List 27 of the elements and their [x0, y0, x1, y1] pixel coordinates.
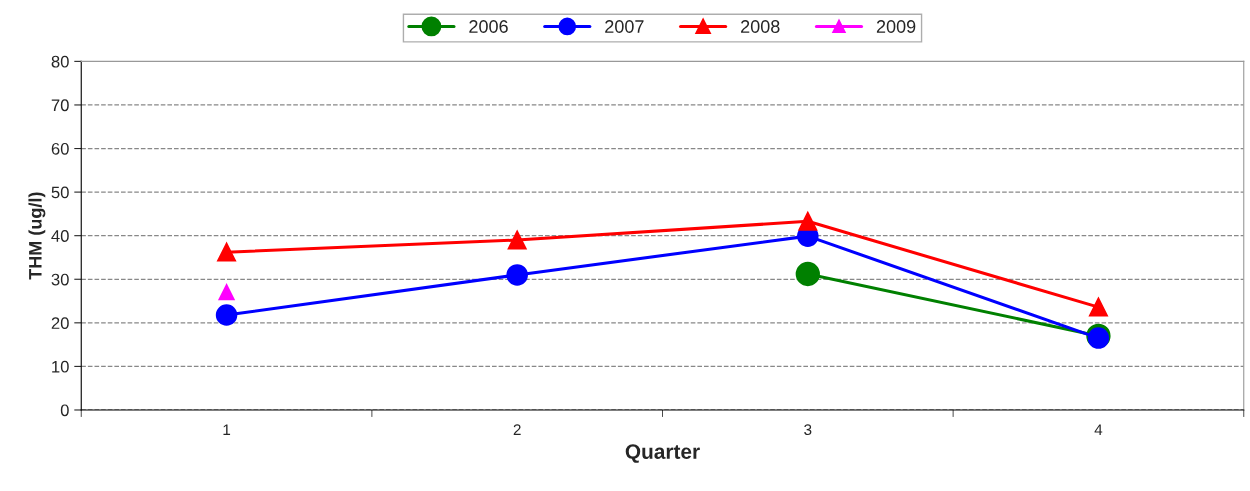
point — [798, 211, 818, 231]
y-tick-label: 20 — [51, 317, 69, 330]
legend-label: 2008 — [741, 20, 780, 33]
point — [217, 242, 236, 262]
x-tick-label: 3 — [804, 424, 812, 436]
y-tick-label: 80 — [51, 55, 69, 68]
point — [1089, 297, 1108, 317]
y-tick-label: 70 — [51, 99, 69, 112]
y-tick-label: 60 — [51, 142, 69, 155]
y-tick-label: 50 — [51, 186, 69, 199]
legend-label: 2007 — [605, 20, 644, 33]
y-tick-label: 30 — [51, 273, 69, 286]
x-tick-label: 4 — [1094, 424, 1103, 435]
point — [215, 304, 238, 326]
y-tick-label: 10 — [52, 360, 69, 373]
x-tick-label: 1 — [223, 424, 231, 435]
legend-label: 2006 — [469, 20, 508, 33]
x-tick-label: 2 — [513, 424, 521, 435]
point — [218, 284, 235, 301]
y-tick-label: 0 — [60, 404, 69, 417]
y-axis-title: THM (ug/l) — [28, 192, 46, 280]
y-tick-label: 40 — [51, 230, 69, 242]
legend-label: 2009 — [876, 20, 916, 33]
point — [507, 230, 527, 250]
point — [506, 264, 528, 286]
point — [795, 261, 820, 287]
x-axis-title: Quarter — [625, 444, 700, 463]
